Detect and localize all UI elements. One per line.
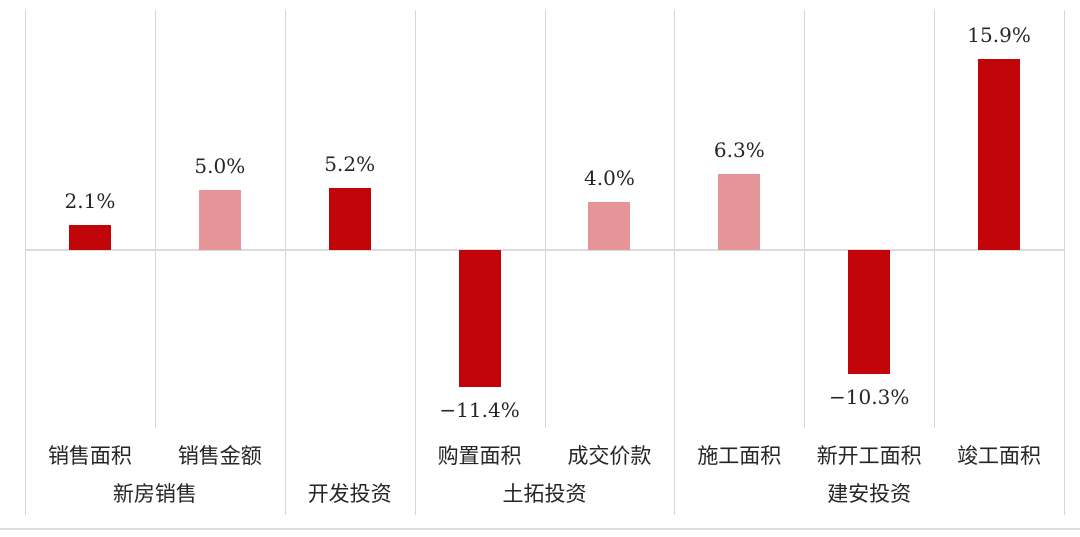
group-separator-line bbox=[25, 10, 26, 515]
value-label: 15.9% bbox=[967, 23, 1031, 48]
value-label: 2.1% bbox=[64, 188, 116, 213]
value-label: 6.3% bbox=[713, 138, 765, 163]
group-separator-line bbox=[674, 10, 676, 515]
group-label: 开发投资 bbox=[307, 482, 392, 506]
category-label: 竣工面积 bbox=[957, 444, 1042, 468]
category-separator-line bbox=[154, 10, 156, 428]
group-separator-line bbox=[284, 10, 286, 515]
zero-baseline bbox=[25, 249, 1064, 251]
value-label: −11.4% bbox=[439, 397, 520, 422]
category-label: 成交价款 bbox=[567, 444, 652, 468]
value-label: 5.0% bbox=[194, 154, 246, 178]
bar bbox=[458, 250, 501, 387]
bar bbox=[588, 202, 631, 250]
group-label: 建安投资 bbox=[827, 482, 912, 506]
bar bbox=[978, 59, 1021, 250]
bar bbox=[718, 174, 761, 250]
bar bbox=[68, 224, 111, 250]
bar bbox=[328, 187, 371, 250]
group-label: 土拓投资 bbox=[502, 482, 587, 506]
category-label: 施工面积 bbox=[697, 444, 782, 468]
bar bbox=[848, 250, 891, 374]
chart-bottom-border bbox=[0, 528, 1080, 530]
group-label: 新房销售 bbox=[112, 482, 197, 506]
group-separator-line bbox=[414, 10, 416, 515]
bar bbox=[198, 190, 241, 250]
category-label: 购置面积 bbox=[437, 444, 522, 468]
value-label: −10.3% bbox=[829, 384, 910, 409]
category-separator-line bbox=[934, 10, 936, 428]
value-label: 4.0% bbox=[584, 166, 635, 190]
category-separator-line bbox=[544, 10, 546, 428]
group-separator-line bbox=[1064, 10, 1065, 515]
category-separator-line bbox=[804, 10, 806, 428]
category-label: 销售面积 bbox=[47, 444, 132, 468]
category-label: 销售金额 bbox=[177, 444, 262, 468]
value-label: 5.2% bbox=[324, 151, 376, 176]
category-label: 新开工面积 bbox=[816, 444, 922, 468]
